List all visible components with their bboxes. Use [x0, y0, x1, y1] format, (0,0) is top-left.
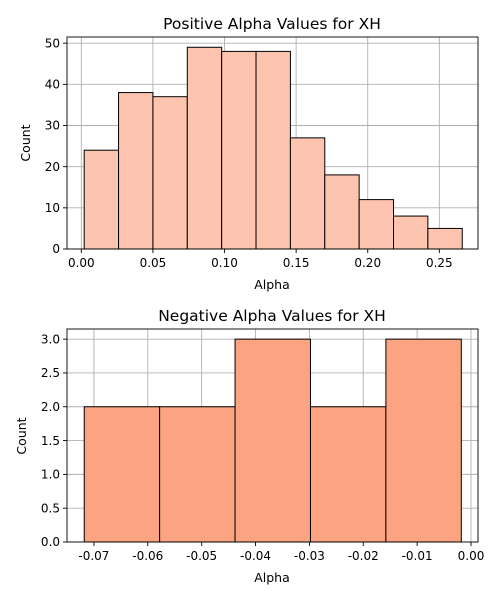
- x-tick-label: -0.02: [348, 549, 379, 563]
- histogram-bar: [186, 46, 223, 250]
- plot-frame: [66, 328, 479, 543]
- chart-title: Positive Alpha Values for XH: [163, 15, 381, 33]
- y-tick-label: 1.5: [41, 434, 60, 448]
- histogram-bar: [152, 96, 188, 250]
- y-tick-label: 30: [45, 119, 60, 133]
- y-tick-label: 40: [45, 78, 60, 92]
- x-tick-label: 0.05: [140, 256, 167, 270]
- y-tick-label: 50: [45, 36, 60, 50]
- x-tick-label: 0.00: [68, 256, 95, 270]
- y-tick-label: 3.0: [41, 332, 60, 346]
- histogram-bar: [324, 174, 360, 250]
- bars: [83, 338, 462, 543]
- histogram-bar: [83, 149, 120, 250]
- histogram-bar: [234, 338, 311, 543]
- ticks: -0.07 -0.06 -0.05 -0.04 -0.03 -0.02 -0.01 0.00 0…: [41, 332, 484, 563]
- x-tick-label: 0.00: [458, 549, 485, 563]
- y-tick-label: 0.0: [41, 535, 60, 549]
- histogram-bar: [427, 227, 463, 250]
- ticks: 0.00 0.05 0.10 0.15 0.20 0.25 0 10 20 30 40 50: [45, 36, 453, 270]
- histogram-bar: [385, 338, 462, 543]
- histogram-bar: [393, 215, 429, 250]
- x-axis-label: Alpha: [254, 277, 290, 292]
- x-tick-label: -0.07: [78, 549, 109, 563]
- x-axis-label: Alpha: [254, 570, 290, 585]
- y-tick-label: 2.0: [41, 400, 60, 414]
- y-tick-label: 1.0: [41, 468, 60, 482]
- positive-alpha-histogram: Positive Alpha Values for XH Alpha Count…: [18, 15, 479, 292]
- y-axis-label: Count: [18, 124, 33, 161]
- histogram-bar: [255, 50, 291, 250]
- y-tick-label: 10: [45, 201, 60, 215]
- x-tick-label: -0.01: [402, 549, 433, 563]
- x-tick-label: -0.03: [294, 549, 325, 563]
- x-tick-label: 0.25: [426, 256, 453, 270]
- x-tick-label: 0.15: [283, 256, 310, 270]
- plot-frame: [66, 36, 479, 250]
- negative-alpha-histogram: Negative Alpha Values for XH Alpha Count…: [14, 307, 484, 585]
- y-tick-label: 20: [45, 160, 60, 174]
- histogram-bar: [118, 92, 154, 250]
- y-tick-label: 2.5: [41, 366, 60, 380]
- y-tick-label: 0: [52, 242, 60, 256]
- histogram-bar: [358, 199, 395, 250]
- x-tick-label: -0.04: [240, 549, 271, 563]
- bars: [83, 46, 463, 250]
- x-tick-label: 0.20: [354, 256, 381, 270]
- x-tick-label: 0.10: [211, 256, 238, 270]
- x-tick-label: -0.05: [186, 549, 217, 563]
- chart-title: Negative Alpha Values for XH: [158, 307, 386, 325]
- histogram-bar: [221, 50, 257, 250]
- histogram-bar: [83, 406, 161, 543]
- histogram-bar: [309, 406, 387, 543]
- histogram-bar: [289, 137, 326, 250]
- histogram-bar: [159, 406, 236, 543]
- y-tick-label: 0.5: [41, 501, 60, 515]
- x-tick-label: -0.06: [132, 549, 163, 563]
- y-axis-label: Count: [14, 417, 29, 454]
